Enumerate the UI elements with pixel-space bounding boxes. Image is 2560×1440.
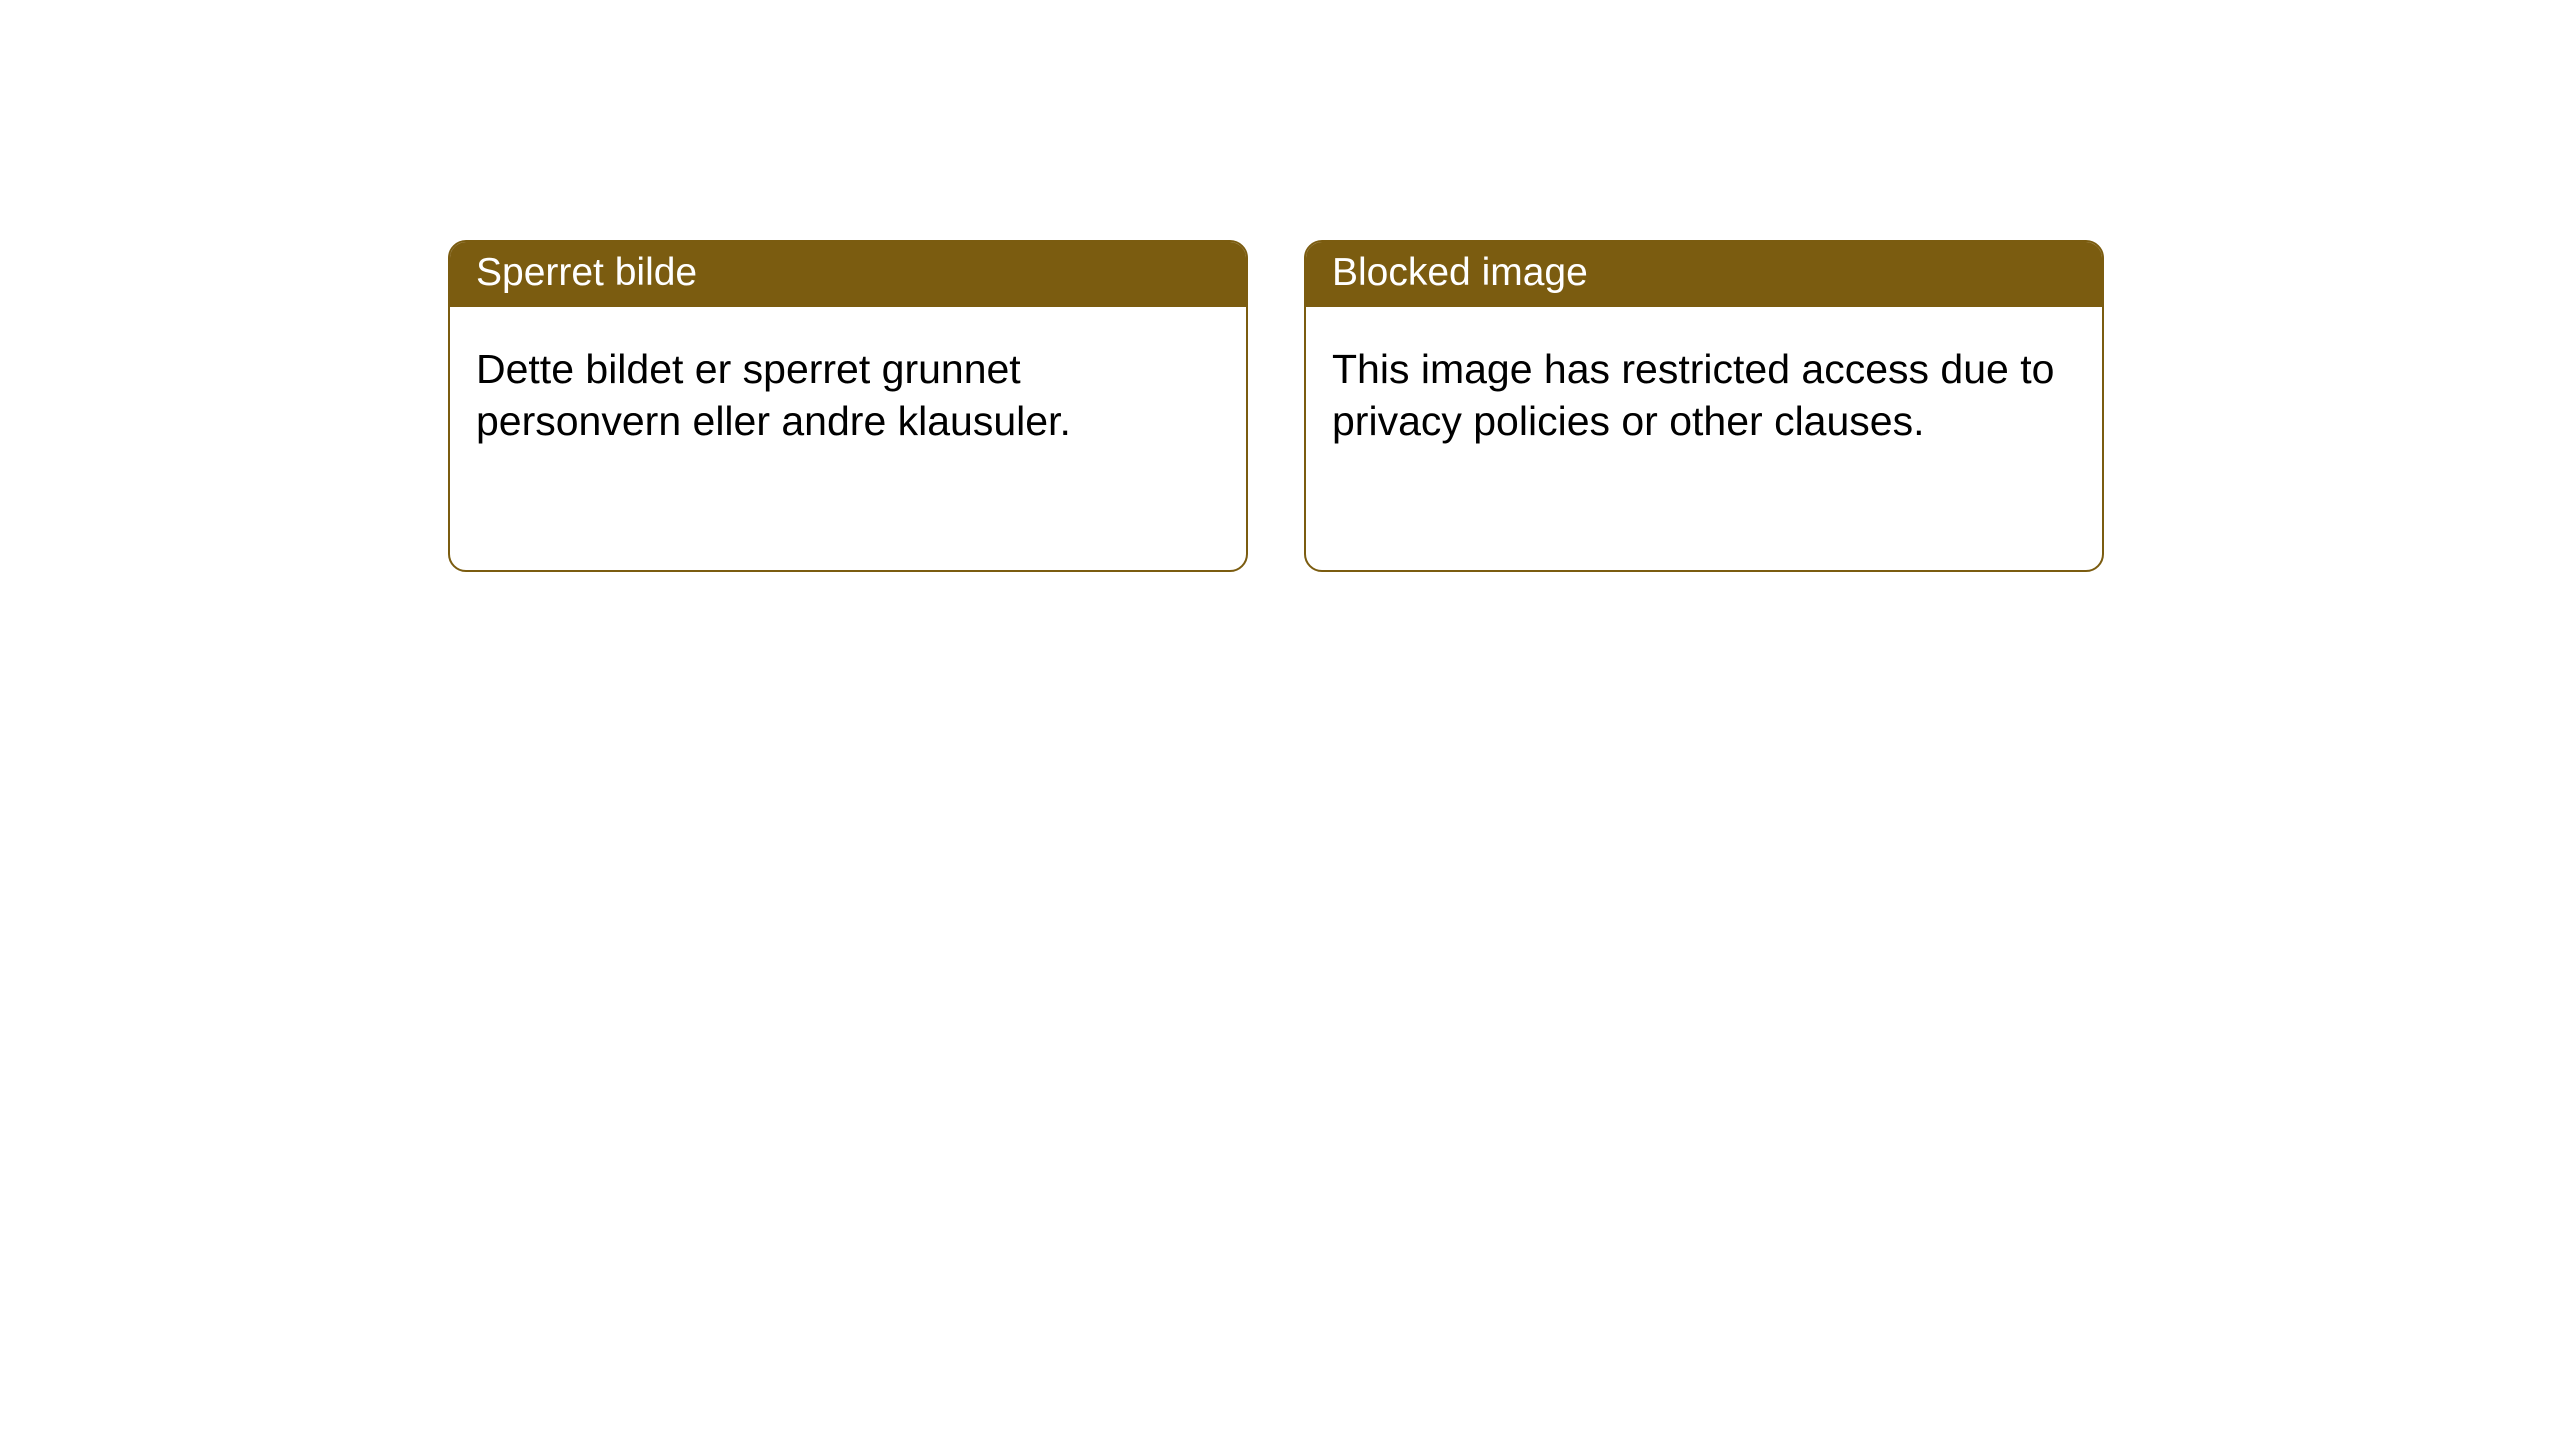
notice-card-title-no: Sperret bilde <box>450 242 1246 307</box>
notice-card-body-no: Dette bildet er sperret grunnet personve… <box>450 307 1246 570</box>
notice-card-body-en: This image has restricted access due to … <box>1306 307 2102 570</box>
notice-card-no: Sperret bilde Dette bildet er sperret gr… <box>448 240 1248 572</box>
notice-card-title-en: Blocked image <box>1306 242 2102 307</box>
notice-container: Sperret bilde Dette bildet er sperret gr… <box>0 0 2560 572</box>
notice-card-en: Blocked image This image has restricted … <box>1304 240 2104 572</box>
